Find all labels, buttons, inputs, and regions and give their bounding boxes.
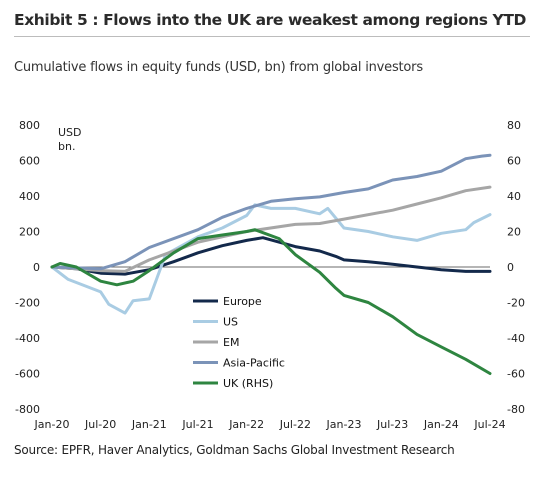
x-tick-label: Jul-24	[473, 418, 505, 431]
right-tick-label: 40	[507, 190, 521, 203]
series-line-asia-pacific	[50, 153, 492, 271]
series-line-uk-rhs	[50, 228, 492, 375]
legend-label: Europe	[223, 295, 262, 308]
legend-label: UK (RHS)	[223, 377, 273, 390]
left-tick-label: -400	[15, 332, 40, 345]
left-tick-label: 600	[19, 155, 40, 168]
left-tick-label: -800	[15, 403, 40, 416]
x-tick-label: Jan-22	[228, 418, 264, 431]
right-tick-label: 80	[507, 119, 521, 132]
left-tick-label: 0	[33, 261, 40, 274]
right-tick-label: -20	[507, 297, 525, 310]
right-tick-label: 20	[507, 226, 521, 239]
right-tick-label: -80	[507, 403, 525, 416]
x-tick-label: Jul-22	[279, 418, 311, 431]
x-tick-label: Jan-21	[131, 418, 167, 431]
right-tick-label: 0	[507, 261, 514, 274]
right-tick-label: -40	[507, 332, 525, 345]
source-note: Source: EPFR, Haver Analytics, Goldman S…	[14, 443, 455, 457]
chart-title: Exhibit 5 : Flows into the UK are weakes…	[14, 11, 527, 29]
y-unit-label: USD	[58, 126, 82, 139]
legend: Europe US EM Asia-Pacific UK (RHS)	[193, 295, 285, 390]
series-line-europe	[50, 236, 492, 276]
right-tick-label: 60	[507, 155, 521, 168]
series-line-em	[50, 185, 492, 273]
left-tick-label: -600	[15, 368, 40, 381]
x-tick-label: Jul-21	[181, 418, 213, 431]
chart-subtitle: Cumulative flows in equity funds (USD, b…	[14, 60, 423, 75]
legend-label: Asia-Pacific	[223, 357, 285, 370]
legend-label: EM	[223, 336, 239, 349]
series-line-us	[50, 203, 492, 315]
y-unit-label: bn.	[58, 140, 75, 153]
left-tick-label: -200	[15, 297, 40, 310]
title-divider	[14, 36, 530, 37]
left-tick-label: 200	[19, 226, 40, 239]
left-tick-label: 800	[19, 119, 40, 132]
x-tick-label: Jul-20	[84, 418, 116, 431]
x-axis: Jan-20 Jul-20 Jan-21 Jul-21 Jan-22 Jul-22 Jan-…	[34, 266, 506, 431]
left-tick-label: 400	[19, 190, 40, 203]
right-axis: -80 -60 -40 -20 0 20 40 60 80	[507, 119, 525, 416]
x-tick-label: Jan-24	[423, 418, 459, 431]
legend-label: US	[223, 316, 238, 329]
right-tick-label: -60	[507, 368, 525, 381]
series-lines	[50, 153, 492, 375]
x-tick-label: Jul-23	[376, 418, 408, 431]
x-tick-label: Jan-20	[34, 418, 70, 431]
x-tick-label: Jan-23	[326, 418, 362, 431]
